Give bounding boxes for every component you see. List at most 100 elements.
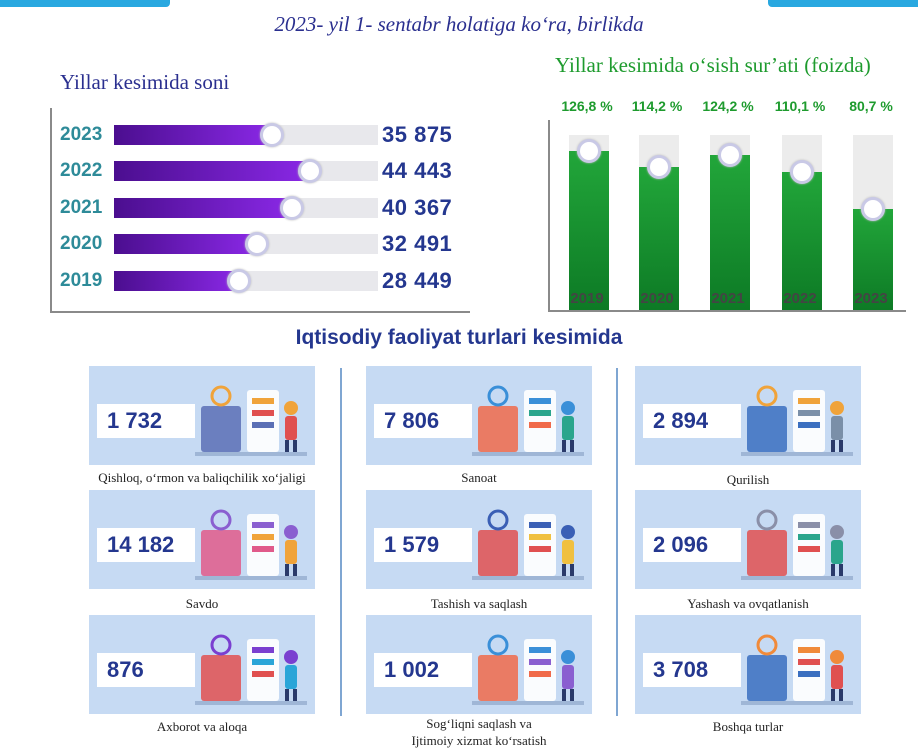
year-label: 2020 <box>60 233 103 254</box>
it-illustration <box>195 625 307 709</box>
growth-bar-column <box>569 135 609 310</box>
bar-track <box>114 269 378 293</box>
sector-tile: 1 579 <box>366 490 592 589</box>
sector-label-line: Yashash va ovqatlanish <box>687 596 809 611</box>
sector-tile: 2 096 <box>635 490 861 589</box>
bar-end-marker <box>647 155 671 179</box>
year-tick-label: 2021 <box>711 290 745 307</box>
sector-label: Sanoat <box>366 469 592 486</box>
growth-value-label: 114,2 % <box>631 98 683 114</box>
other-illustration <box>741 625 853 709</box>
growth-bar <box>569 151 609 310</box>
year-tick-label: 2020 <box>640 290 674 307</box>
growth-bar-column <box>639 135 679 310</box>
sector-count: 3 708 <box>643 653 741 687</box>
count-chart-title: Yillar kesimida soni <box>60 70 230 94</box>
sector-count: 2 894 <box>643 404 741 438</box>
year-label: 2019 <box>60 270 103 291</box>
sector-count: 2 096 <box>643 528 741 562</box>
bar-end-marker <box>298 159 322 183</box>
growth-bar-column <box>853 135 893 310</box>
industry-illustration <box>472 376 584 460</box>
count-value-label: 35 875 <box>382 122 453 147</box>
bar-end-marker <box>260 123 284 147</box>
sector-label: Axborot va aloqa <box>89 718 315 735</box>
sector-label: Yashash va ovqatlanish <box>635 595 861 612</box>
transport-illustration <box>472 500 584 584</box>
bar-track <box>114 159 378 183</box>
growth-bar <box>782 172 822 310</box>
sector-tile: 2 894 <box>635 366 861 465</box>
bar-end-marker <box>790 160 814 184</box>
count-bar <box>114 234 257 254</box>
growth-chart-title: Yillar kesimida o‘sish sur’ati (foizda) <box>555 53 871 77</box>
sector-label: Savdo <box>89 595 315 612</box>
top-accent-bar-left <box>0 0 170 7</box>
sector-label-line: Axborot va aloqa <box>156 719 248 734</box>
count-value-label: 32 491 <box>382 231 453 256</box>
sector-section-title: Iqtisodiy faoliyat turlari kesimida <box>295 326 623 349</box>
bar-track <box>114 196 378 220</box>
sector-count: 1 579 <box>374 528 472 562</box>
count-value-label: 40 367 <box>382 195 453 220</box>
sector-label-line: Qishloq, o‘rmon va baliqchilik xo‘jaligi <box>98 470 306 485</box>
sector-tile: 1 002 <box>366 615 592 714</box>
bar-track <box>114 232 378 256</box>
count-bar-row: 2019 28 449 <box>52 268 472 294</box>
sector-tile: 876 <box>89 615 315 714</box>
year-label: 2022 <box>60 160 103 181</box>
column-divider <box>616 368 618 716</box>
bar-track <box>114 123 378 147</box>
agriculture-illustration <box>195 376 307 460</box>
sector-label: Tashish va saqlash <box>366 595 592 612</box>
sector-label-line: Sog‘liqni saqlash va <box>426 716 532 731</box>
count-bar-row: 2020 32 491 <box>52 231 472 257</box>
count-bar <box>114 161 310 181</box>
count-bar-row: 2022 44 443 <box>52 158 472 184</box>
sector-count: 876 <box>97 653 195 687</box>
year-tick-label: 2022 <box>783 290 817 307</box>
page-subtitle: 2023- yil 1- sentabr holatiga ko‘ra, bir… <box>274 12 644 36</box>
sector-label-line: Sanoat <box>461 470 497 485</box>
sector-label: Boshqa turlar <box>635 718 861 735</box>
sector-label-line: Savdo <box>185 596 219 611</box>
bar-end-marker <box>577 139 601 163</box>
sector-count: 1 002 <box>374 653 472 687</box>
sector-count: 14 182 <box>97 528 195 562</box>
growth-bar <box>639 167 679 310</box>
sector-label: Qurilish <box>635 471 861 488</box>
count-value-label: 44 443 <box>382 158 453 183</box>
growth-chart-axes <box>548 120 906 312</box>
bar-end-marker <box>227 269 251 293</box>
top-accent-bar-right <box>768 0 918 7</box>
count-bar-row: 2021 40 367 <box>52 195 472 221</box>
sector-tile: 7 806 <box>366 366 592 465</box>
bar-end-marker <box>718 143 742 167</box>
sector-label-line: Ijtimoiy xizmat ko‘rsatish <box>411 733 547 748</box>
sector-label-line: Tashish va saqlash <box>430 596 528 611</box>
year-tick-label: 2023 <box>854 290 888 307</box>
trade-illustration <box>195 500 307 584</box>
sector-label-line: Boshqa turlar <box>712 719 784 734</box>
count-bar-row: 2023 35 875 <box>52 122 472 148</box>
growth-value-label: 124,2 % <box>702 98 754 114</box>
year-label: 2023 <box>60 124 103 145</box>
growth-bar-column <box>710 135 750 310</box>
sector-count: 1 732 <box>97 404 195 438</box>
count-bar <box>114 198 292 218</box>
growth-value-label: 110,1 % <box>774 98 826 114</box>
column-divider <box>340 368 342 716</box>
year-label: 2021 <box>60 197 103 218</box>
growth-bar <box>853 209 893 310</box>
bar-end-marker <box>245 232 269 256</box>
hospitality-illustration <box>741 500 853 584</box>
count-bar <box>114 271 239 291</box>
count-bar <box>114 125 272 145</box>
sector-label-line: Qurilish <box>726 472 770 487</box>
year-tick-label: 2019 <box>570 290 604 307</box>
sector-label: Qishloq, o‘rmon va baliqchilik xo‘jaligi <box>89 469 315 486</box>
growth-bar-column <box>782 135 822 310</box>
bar-end-marker <box>280 196 304 220</box>
sector-tile: 3 708 <box>635 615 861 714</box>
count-bar-chart: 2023 35 875 2022 44 443 2021 40 367 2020 32 491… <box>50 108 470 313</box>
